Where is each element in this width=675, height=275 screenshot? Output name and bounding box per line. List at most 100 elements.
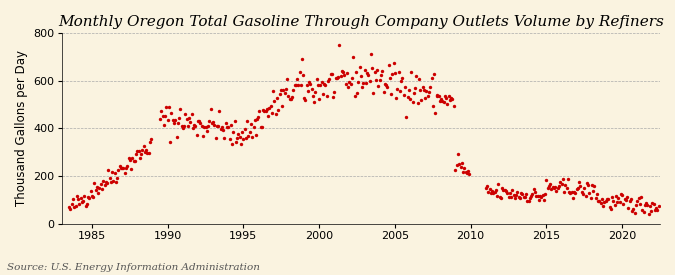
Point bbox=[543, 183, 554, 188]
Point bbox=[136, 152, 146, 157]
Point bbox=[118, 166, 129, 170]
Point bbox=[334, 43, 345, 47]
Point bbox=[92, 185, 103, 189]
Point bbox=[401, 115, 412, 120]
Point bbox=[609, 203, 620, 208]
Point bbox=[104, 176, 115, 180]
Point bbox=[653, 204, 664, 208]
Point bbox=[202, 123, 213, 128]
Point bbox=[232, 136, 242, 141]
Point bbox=[344, 80, 355, 84]
Point bbox=[599, 200, 610, 204]
Point bbox=[301, 83, 312, 87]
Point bbox=[394, 70, 404, 75]
Point bbox=[356, 74, 367, 79]
Point bbox=[404, 87, 414, 92]
Point bbox=[247, 135, 258, 140]
Point bbox=[551, 189, 562, 193]
Point bbox=[323, 79, 333, 83]
Point bbox=[459, 166, 470, 170]
Point bbox=[487, 189, 497, 193]
Point bbox=[369, 70, 380, 74]
Point bbox=[209, 123, 220, 127]
Point bbox=[74, 202, 84, 206]
Point bbox=[627, 209, 638, 213]
Point bbox=[600, 199, 611, 203]
Point bbox=[545, 182, 556, 187]
Point bbox=[271, 95, 282, 100]
Point bbox=[156, 108, 167, 113]
Point bbox=[142, 151, 153, 156]
Point bbox=[99, 182, 110, 187]
Point bbox=[432, 92, 443, 97]
Point bbox=[293, 82, 304, 87]
Point bbox=[570, 191, 580, 195]
Point bbox=[198, 133, 209, 138]
Point bbox=[412, 101, 423, 106]
Point bbox=[342, 71, 352, 75]
Point bbox=[508, 192, 519, 197]
Point bbox=[343, 85, 354, 90]
Point bbox=[626, 197, 637, 201]
Point bbox=[273, 108, 284, 112]
Point bbox=[240, 136, 251, 140]
Point bbox=[278, 87, 289, 92]
Point bbox=[277, 103, 288, 108]
Point bbox=[507, 187, 518, 192]
Point bbox=[111, 180, 122, 184]
Point bbox=[536, 195, 547, 200]
Point bbox=[542, 185, 553, 190]
Point bbox=[501, 188, 512, 193]
Point bbox=[159, 122, 169, 127]
Point bbox=[137, 148, 148, 153]
Point bbox=[255, 125, 266, 130]
Point bbox=[493, 182, 504, 186]
Point bbox=[612, 200, 622, 204]
Point bbox=[122, 164, 133, 168]
Point bbox=[131, 152, 142, 156]
Point bbox=[102, 180, 113, 185]
Point bbox=[618, 202, 629, 206]
Point bbox=[532, 194, 543, 198]
Point bbox=[353, 80, 364, 84]
Point bbox=[313, 83, 323, 87]
Point bbox=[239, 126, 250, 131]
Point bbox=[589, 183, 600, 188]
Point bbox=[97, 187, 107, 191]
Point bbox=[452, 163, 462, 167]
Point bbox=[617, 193, 628, 197]
Point bbox=[578, 192, 589, 196]
Point bbox=[327, 72, 338, 76]
Point bbox=[259, 109, 270, 114]
Point bbox=[546, 187, 557, 191]
Point bbox=[385, 92, 396, 97]
Point bbox=[346, 76, 357, 81]
Point bbox=[629, 210, 640, 215]
Point bbox=[65, 207, 76, 211]
Point bbox=[641, 201, 651, 205]
Point bbox=[624, 198, 635, 203]
Point bbox=[146, 136, 157, 141]
Point bbox=[383, 62, 394, 67]
Point bbox=[365, 52, 376, 56]
Point bbox=[539, 198, 549, 202]
Point bbox=[294, 70, 305, 74]
Point bbox=[364, 79, 375, 83]
Point bbox=[488, 191, 499, 195]
Point bbox=[327, 94, 338, 99]
Point bbox=[224, 137, 235, 142]
Point bbox=[258, 108, 269, 113]
Point bbox=[595, 201, 606, 205]
Point bbox=[638, 210, 649, 214]
Point bbox=[317, 80, 327, 85]
Point bbox=[498, 188, 509, 192]
Point bbox=[531, 194, 541, 199]
Point bbox=[398, 92, 409, 97]
Point bbox=[112, 176, 123, 180]
Point bbox=[575, 184, 586, 188]
Point bbox=[169, 121, 180, 125]
Point bbox=[338, 70, 348, 74]
Point bbox=[263, 114, 273, 119]
Point bbox=[429, 72, 439, 76]
Point bbox=[72, 194, 82, 198]
